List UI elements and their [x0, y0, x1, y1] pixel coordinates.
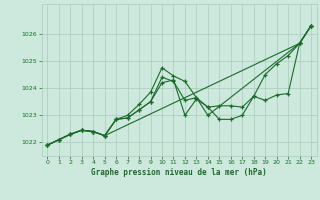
X-axis label: Graphe pression niveau de la mer (hPa): Graphe pression niveau de la mer (hPa)	[91, 168, 267, 177]
